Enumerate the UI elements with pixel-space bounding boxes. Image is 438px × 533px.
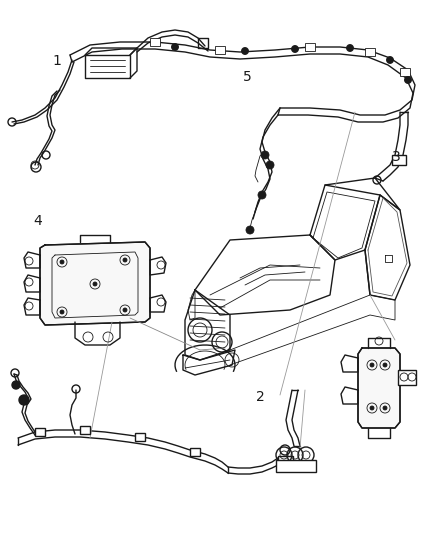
- Circle shape: [93, 282, 97, 286]
- Text: 1: 1: [53, 54, 61, 68]
- Polygon shape: [358, 348, 400, 428]
- Circle shape: [370, 363, 374, 367]
- Circle shape: [246, 226, 254, 234]
- Bar: [215, 46, 225, 54]
- Circle shape: [405, 77, 411, 84]
- Bar: [35, 428, 45, 436]
- Polygon shape: [40, 242, 150, 325]
- Bar: [135, 433, 145, 441]
- Circle shape: [383, 406, 387, 410]
- Circle shape: [123, 308, 127, 312]
- Circle shape: [241, 47, 248, 54]
- Circle shape: [12, 381, 20, 389]
- Text: 2: 2: [256, 390, 265, 404]
- Circle shape: [60, 310, 64, 314]
- Circle shape: [370, 406, 374, 410]
- Circle shape: [123, 258, 127, 262]
- Bar: [190, 448, 200, 456]
- Bar: [305, 43, 315, 51]
- Bar: [80, 426, 90, 434]
- Bar: [276, 460, 316, 472]
- Bar: [278, 456, 293, 468]
- Circle shape: [19, 395, 29, 405]
- Bar: [398, 370, 416, 385]
- Circle shape: [60, 260, 64, 264]
- Text: 4: 4: [33, 214, 42, 228]
- Bar: [365, 48, 375, 56]
- Bar: [392, 155, 406, 165]
- Bar: [150, 38, 160, 46]
- Circle shape: [383, 363, 387, 367]
- Circle shape: [346, 44, 353, 52]
- Text: 5: 5: [243, 70, 252, 84]
- Circle shape: [172, 44, 179, 51]
- Circle shape: [258, 191, 266, 199]
- Bar: [400, 68, 410, 76]
- Circle shape: [261, 151, 269, 159]
- Text: 3: 3: [392, 150, 401, 164]
- Circle shape: [292, 45, 299, 52]
- Circle shape: [386, 56, 393, 63]
- Circle shape: [266, 161, 274, 169]
